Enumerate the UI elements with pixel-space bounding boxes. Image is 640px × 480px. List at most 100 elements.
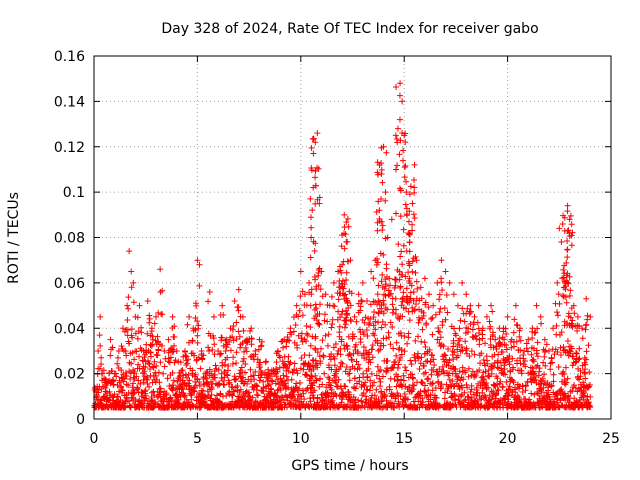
data-point <box>252 368 259 375</box>
data-point <box>115 347 122 354</box>
data-point <box>330 344 337 351</box>
data-point <box>250 372 257 379</box>
data-point <box>232 376 239 383</box>
data-point <box>206 348 213 355</box>
data-point <box>437 403 444 410</box>
data-point <box>309 207 316 214</box>
data-point <box>466 353 473 360</box>
data-point <box>98 354 105 361</box>
data-point <box>387 319 394 326</box>
data-point <box>244 380 251 387</box>
data-point <box>114 394 121 401</box>
data-point <box>263 358 270 365</box>
data-point <box>438 257 445 264</box>
data-point <box>125 382 132 389</box>
data-point <box>307 214 314 221</box>
data-point <box>167 354 174 361</box>
data-point <box>452 370 459 377</box>
data-point <box>585 342 592 349</box>
data-point <box>126 340 133 347</box>
data-point <box>144 330 151 337</box>
data-point <box>197 404 204 411</box>
data-point <box>571 310 578 317</box>
data-point <box>337 314 344 321</box>
data-point <box>407 183 414 190</box>
data-point <box>179 386 186 393</box>
data-point <box>302 360 309 367</box>
data-point <box>212 362 219 369</box>
data-point <box>210 313 217 320</box>
data-point <box>401 333 408 340</box>
data-point <box>482 340 489 347</box>
data-point <box>422 299 429 306</box>
data-point <box>420 363 427 370</box>
data-point <box>344 215 351 222</box>
data-point <box>429 352 436 359</box>
data-point <box>123 381 130 388</box>
data-point <box>471 351 478 358</box>
data-point <box>297 293 304 300</box>
data-point <box>255 346 262 353</box>
data-point <box>284 336 291 343</box>
data-point <box>273 366 280 373</box>
data-point <box>331 303 338 310</box>
data-point <box>233 375 240 382</box>
data-point <box>96 332 103 339</box>
data-point <box>316 375 323 382</box>
data-point <box>208 386 215 393</box>
data-point <box>226 379 233 386</box>
data-point <box>363 327 370 334</box>
data-point <box>233 349 240 356</box>
data-point <box>347 302 354 309</box>
y-tick-label: 0.14 <box>54 94 85 110</box>
data-point <box>401 174 408 181</box>
data-point <box>446 357 453 364</box>
data-point <box>379 179 386 186</box>
data-point <box>503 378 510 385</box>
data-point <box>169 382 176 389</box>
data-point <box>265 382 272 389</box>
data-point <box>401 391 408 398</box>
data-point <box>547 366 554 373</box>
data-point <box>235 328 242 335</box>
data-point <box>324 302 331 309</box>
data-point <box>465 325 472 332</box>
data-point <box>472 372 479 379</box>
data-point <box>403 189 410 196</box>
data-point <box>564 337 571 344</box>
data-point <box>386 386 393 393</box>
data-point <box>332 340 339 347</box>
data-point <box>358 398 365 405</box>
data-point <box>273 393 280 400</box>
data-point <box>289 369 296 376</box>
data-point <box>352 396 359 403</box>
data-point <box>246 389 253 396</box>
data-point <box>411 176 418 183</box>
data-point <box>358 297 365 304</box>
data-point <box>375 282 382 289</box>
data-point <box>442 316 449 323</box>
data-point <box>124 317 131 324</box>
data-point <box>402 201 409 208</box>
data-point <box>246 397 253 404</box>
data-point <box>230 322 237 329</box>
data-point <box>233 335 240 342</box>
data-point <box>433 394 440 401</box>
data-point <box>126 248 133 255</box>
data-point <box>436 309 443 316</box>
data-point <box>288 376 295 383</box>
data-point <box>480 375 487 382</box>
data-point <box>468 382 475 389</box>
data-point <box>391 376 398 383</box>
data-point <box>274 376 281 383</box>
data-point <box>169 386 176 393</box>
data-point <box>418 354 425 361</box>
data-point <box>583 348 590 355</box>
data-point <box>512 302 519 309</box>
data-point <box>153 351 160 358</box>
data-point <box>378 324 385 331</box>
data-point <box>405 269 412 276</box>
data-point <box>426 346 433 353</box>
data-point <box>407 295 414 302</box>
data-point <box>95 347 102 354</box>
